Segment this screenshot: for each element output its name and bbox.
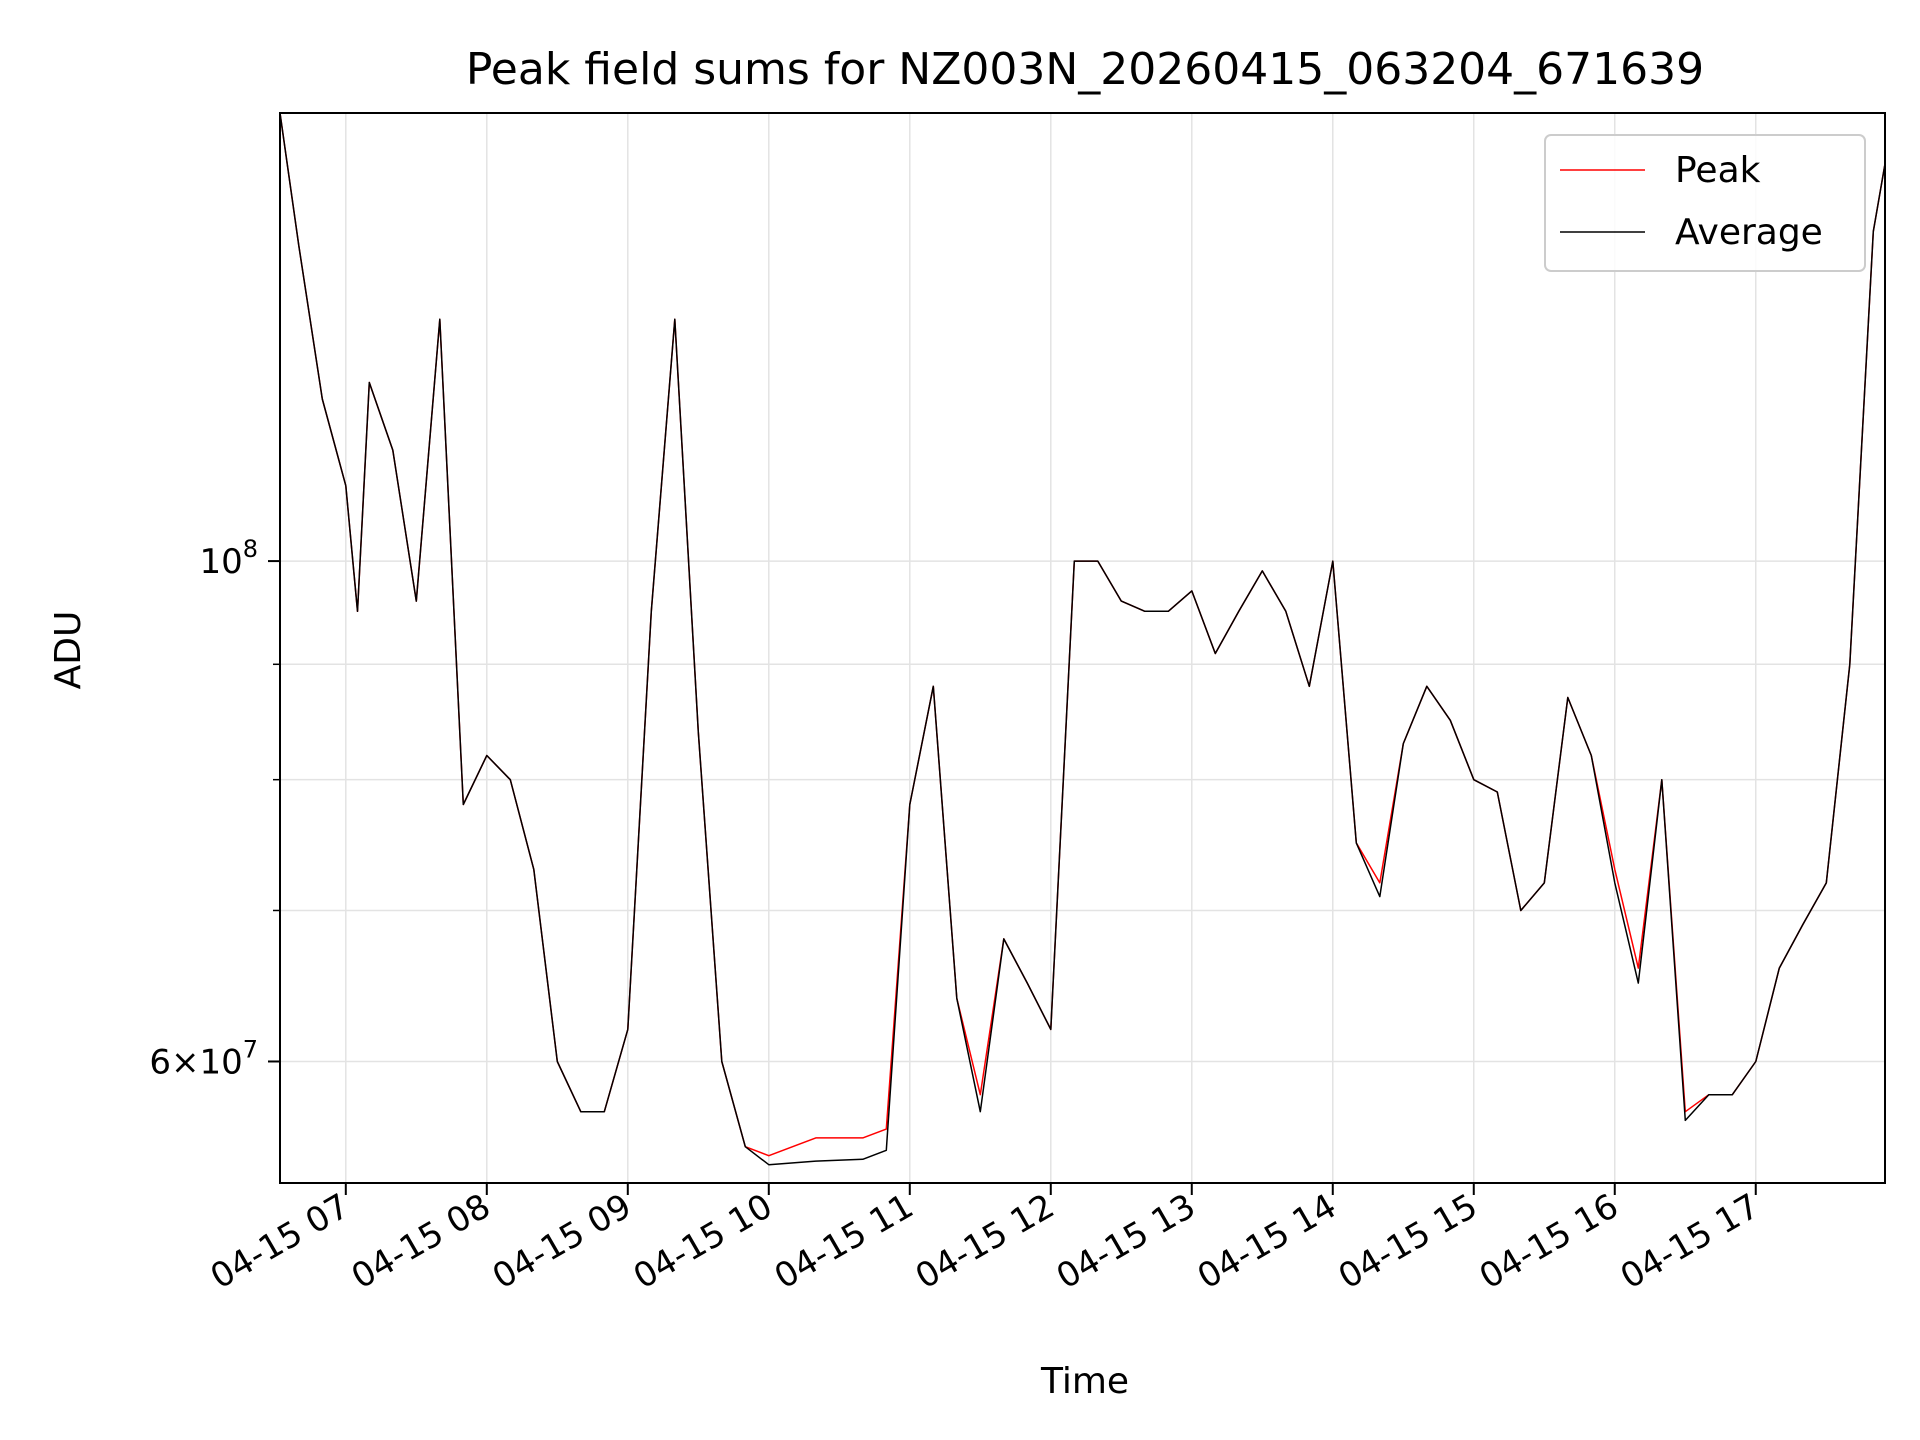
series-line-average (279, 112, 1886, 1166)
series-layer (279, 112, 1886, 1166)
legend-label-average: Average (1675, 212, 1823, 253)
y-tick-label: 108 (199, 535, 258, 582)
y-axis: 108 6×107 (149, 535, 280, 1082)
y-axis-label: ADU (48, 611, 89, 690)
plot-frame (279, 112, 1886, 1184)
y-tick-label: 6×107 (149, 1035, 258, 1082)
chart-title: Peak field sums for NZ003N_20260415_0632… (466, 44, 1704, 95)
legend: Peak Average (1544, 134, 1866, 272)
legend-box (1544, 134, 1866, 272)
x-axis-label: Time (1040, 1361, 1129, 1402)
grid (280, 113, 1885, 1183)
legend-label-peak: Peak (1675, 150, 1761, 191)
